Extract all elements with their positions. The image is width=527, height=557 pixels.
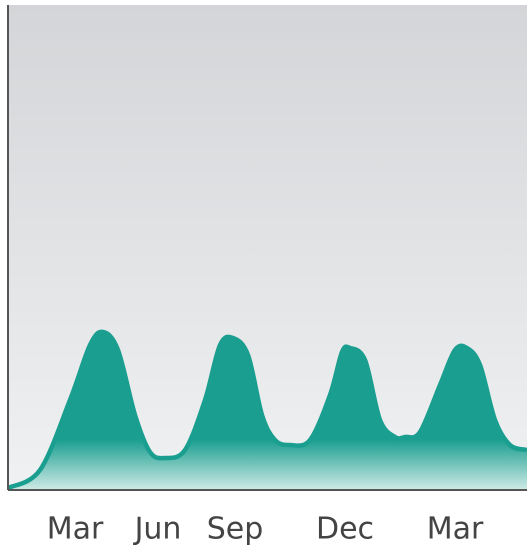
line xyxy=(6,329,527,491)
x-tick-label: Mar xyxy=(427,512,484,547)
x-tick-label: Dec xyxy=(316,512,374,547)
x-tick-label: Mar xyxy=(47,512,104,547)
x-tick-label: Sep xyxy=(207,512,264,547)
x-tick-label: Jun xyxy=(133,512,182,547)
area xyxy=(8,331,527,490)
